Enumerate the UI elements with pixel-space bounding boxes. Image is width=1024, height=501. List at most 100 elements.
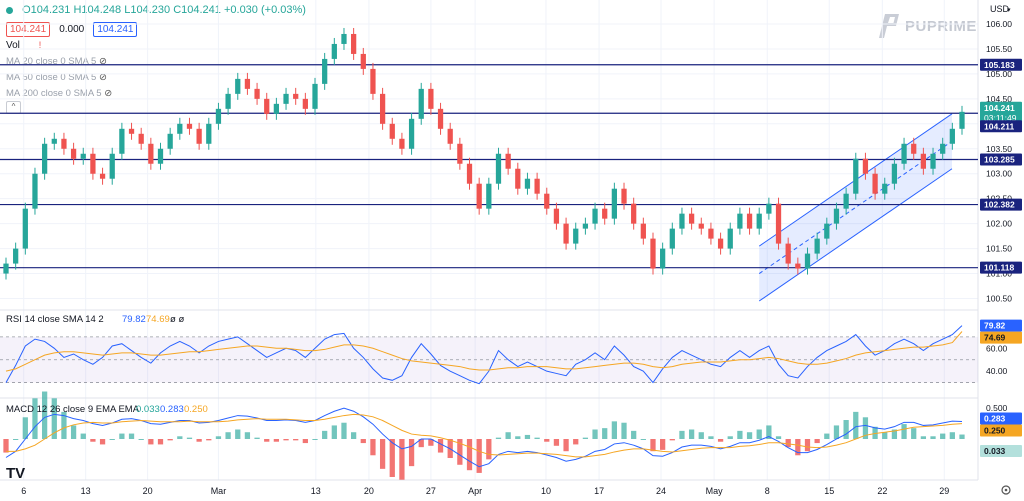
price-tick-label: 105.00 [986, 69, 1012, 79]
settings-icon[interactable] [1001, 485, 1011, 495]
macd-histogram-bar [534, 437, 540, 439]
candle-body [138, 133, 144, 144]
candle-body [177, 123, 183, 134]
price-tick-label: 101.50 [986, 244, 1012, 254]
macd-histogram-bar [486, 439, 492, 460]
candle-body [756, 213, 762, 229]
candle-body [592, 208, 598, 224]
hidden-eye-icon[interactable]: ⊘ [104, 88, 113, 99]
macd-histogram-bar [544, 439, 550, 442]
volume-label: Vol [6, 40, 20, 51]
macd-histogram-bar [524, 434, 531, 439]
channel-lower [758, 168, 953, 302]
candle-body [322, 58, 328, 84]
level-label: 105.183 [984, 60, 1015, 70]
hidden-eye-icon[interactable]: ⊘ [98, 72, 107, 83]
macd-histogram-bar [573, 439, 579, 445]
macd-histogram-bar [157, 439, 164, 445]
time-tick-label: 20 [143, 486, 153, 496]
buy-button[interactable]: 104.241 [93, 22, 138, 37]
macd-histogram-bar [312, 439, 318, 440]
macd-histogram-bar [833, 425, 840, 439]
macd-histogram-bar [138, 439, 144, 440]
macd-histogram-bar [109, 439, 115, 440]
macd-signal-line [6, 413, 963, 458]
candle-body [582, 223, 589, 229]
time-axis: 6 13 20 Mar 13 20 27 Apr 10 17 24 May 8 15 22 29 [21, 486, 949, 496]
macd-histogram-bar [476, 439, 482, 473]
level-label: 101.118 [984, 263, 1015, 273]
rsi-title[interactable]: RSI 14 close SMA 14 2 [6, 314, 104, 325]
hidden-eye-icon[interactable]: ⊘ [98, 56, 107, 67]
ohlc-open: O104.231 [22, 4, 71, 16]
macd-histogram-bar [264, 439, 270, 442]
ma20-legend[interactable]: MA 20 close 0 SMA 5 ⊘ [6, 56, 107, 67]
channel-fill [759, 113, 952, 302]
ma50-legend[interactable]: MA 50 close 0 SMA 5 ⊘ [6, 72, 107, 83]
rsi-axis-label: 60.00 [986, 343, 1008, 353]
candle-body [360, 53, 366, 69]
macd-axis-value-bg [980, 412, 1022, 425]
macd-histogram-bar [128, 433, 135, 439]
candle-body [891, 163, 898, 184]
rsi-axis-label: 40.00 [986, 366, 1008, 376]
brand-logo: PUPRIME [873, 8, 983, 44]
tradingview-logo[interactable]: TV [6, 465, 25, 482]
macd-histogram-bar [196, 439, 202, 442]
channel-mid [758, 140, 953, 274]
macd-histogram-bar [515, 436, 521, 439]
macd-histogram-bar [22, 417, 28, 439]
price-tick-label: 105.50 [986, 44, 1012, 54]
macd-histogram-bar [688, 429, 695, 439]
macd-line [5, 407, 963, 468]
price-tick-label: 102.00 [986, 219, 1012, 229]
candle-body [611, 188, 617, 219]
ma200-legend[interactable]: MA 200 close 0 SMA 5 ⊘ [6, 88, 112, 99]
macd-histogram-bar [428, 439, 434, 446]
macd-title[interactable]: MACD 12 26 close 9 EMA EMA [6, 404, 140, 415]
candle-body [41, 143, 48, 174]
currency-dropdown-icon[interactable]: ▾ [1007, 7, 1011, 14]
macd-axis-value: 0.283 [984, 414, 1006, 424]
candle-body [505, 153, 511, 169]
tradingview-logo-icon[interactable]: TV [6, 465, 25, 482]
price-tick-label: 103.00 [986, 169, 1012, 179]
price-tick-label: 106.00 [986, 19, 1012, 29]
macd-histogram-bar [186, 437, 193, 439]
candle-body [940, 143, 946, 154]
price-tick-label: 100.50 [986, 294, 1012, 304]
time-tick-label: 6 [21, 486, 26, 496]
candle-body [959, 111, 965, 129]
ma50-label: MA 50 close 0 SMA 5 [6, 72, 97, 83]
candle-body [447, 128, 453, 144]
candle-body [476, 183, 482, 209]
sell-button[interactable]: 104.241 [6, 22, 51, 37]
macd-histogram-bar [235, 429, 241, 439]
macd-histogram-bar [418, 439, 424, 448]
candle-body [418, 88, 424, 119]
macd-histogram-bar [495, 437, 502, 439]
macd-histogram-bar [814, 439, 820, 444]
macd-value: 0.283 [160, 404, 184, 415]
candle-body [32, 173, 38, 209]
candle-body [563, 223, 569, 244]
candle-body [80, 153, 86, 159]
price-tick-label: 103.50 [986, 144, 1012, 154]
candle-body [167, 133, 173, 149]
candle-body [22, 208, 28, 249]
candle-body [379, 93, 386, 124]
candle-body [785, 243, 791, 264]
currency-label[interactable]: USD [990, 4, 1010, 14]
candle-body [389, 123, 395, 139]
rsi-panel: 60.00 40.00 [0, 325, 1008, 385]
macd-histogram-bar [61, 411, 67, 439]
volume-legend[interactable]: Vol ! [6, 40, 41, 51]
macd-histogram-bar [167, 439, 173, 441]
level-label-bg [980, 261, 1022, 274]
macd-histogram-bar [505, 432, 511, 439]
macd-histogram-bar [891, 429, 898, 439]
candle-body [486, 183, 492, 209]
panel-separators [0, 0, 979, 481]
